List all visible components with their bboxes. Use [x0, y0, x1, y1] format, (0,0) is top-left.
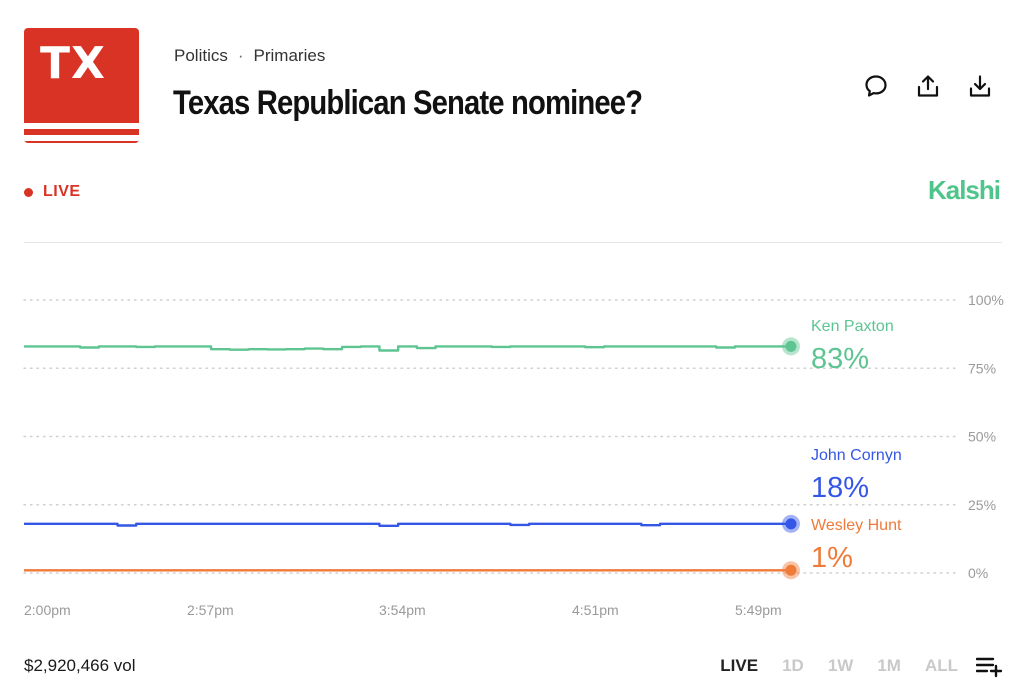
series-name-john-cornyn: John Cornyn [811, 447, 902, 464]
x-tick-label: 4:51pm [572, 602, 619, 618]
time-range-selector: LIVE 1D 1W 1M ALL [720, 656, 958, 676]
logo-text: TX [40, 38, 106, 89]
series-line-john-cornyn [24, 522, 791, 527]
series-name-wesley-hunt: Wesley Hunt [811, 517, 902, 534]
series-value-ken-paxton: 83% [811, 343, 869, 375]
logo-stripe [24, 123, 139, 129]
x-tick-label: 2:00pm [24, 602, 71, 618]
live-indicator: LIVE [24, 183, 81, 201]
price-chart: 100% 75% 50% 25% 0% 2:00pm 2:57pm 3:54pm 4:51pm 5… [23, 292, 1004, 618]
live-label: LIVE [43, 183, 81, 200]
logo-stripe [24, 135, 139, 141]
playlist-add-icon[interactable] [976, 656, 1002, 678]
range-all[interactable]: ALL [924, 656, 958, 675]
y-tick-label: 50% [968, 429, 996, 445]
breadcrumb-politics[interactable]: Politics [174, 46, 228, 65]
download-icon[interactable] [966, 72, 994, 100]
breadcrumb-primaries[interactable]: Primaries [253, 46, 326, 65]
series-name-ken-paxton: Ken Paxton [811, 318, 894, 335]
series-end-dot-ken-paxton [785, 340, 797, 352]
series-line-ken-paxton [24, 345, 791, 352]
range-live[interactable]: LIVE [720, 656, 759, 675]
breadcrumb-separator: · [237, 46, 244, 65]
y-tick-label: 75% [968, 360, 996, 376]
series-value-john-cornyn: 18% [811, 472, 869, 504]
series-end-dot-wesley-hunt [785, 564, 797, 576]
market-logo: TX [24, 28, 139, 143]
share-icon[interactable] [914, 72, 942, 100]
series-end-dot-john-cornyn [785, 518, 797, 530]
range-1m[interactable]: 1M [877, 656, 901, 675]
x-tick-label: 5:49pm [735, 602, 782, 618]
x-tick-label: 2:57pm [187, 602, 234, 618]
series-value-wesley-hunt: 1% [811, 542, 853, 574]
page-title: Texas Republican Senate nominee? [173, 84, 643, 122]
live-dot [24, 187, 33, 197]
x-tick-label: 3:54pm [379, 602, 426, 618]
y-tick-label: 25% [968, 497, 996, 513]
header-divider [24, 242, 1002, 243]
y-tick-label: 100% [968, 292, 1004, 308]
comment-icon[interactable] [862, 72, 890, 100]
kalshi-logo: Kalshi [927, 175, 1001, 205]
volume-label: $2,920,466 vol [24, 656, 136, 675]
range-1d[interactable]: 1D [782, 656, 804, 675]
breadcrumb: Politics · Primaries [174, 46, 325, 66]
range-1w[interactable]: 1W [827, 656, 854, 675]
y-tick-label: 0% [968, 565, 988, 581]
